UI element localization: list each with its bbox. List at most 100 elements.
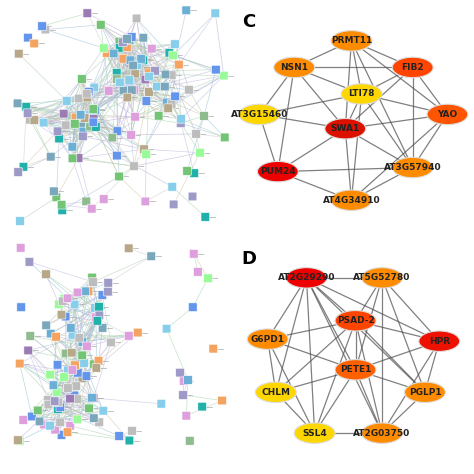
FancyBboxPatch shape (52, 193, 61, 201)
FancyBboxPatch shape (86, 122, 94, 131)
FancyBboxPatch shape (95, 311, 104, 320)
FancyBboxPatch shape (104, 87, 113, 95)
FancyBboxPatch shape (85, 404, 93, 413)
FancyBboxPatch shape (84, 87, 93, 96)
Text: LTI78: LTI78 (348, 90, 375, 99)
Text: AT2G29290: AT2G29290 (278, 273, 335, 283)
FancyBboxPatch shape (126, 56, 135, 64)
FancyBboxPatch shape (92, 364, 101, 372)
FancyBboxPatch shape (129, 61, 137, 70)
FancyBboxPatch shape (82, 342, 91, 351)
FancyBboxPatch shape (93, 317, 102, 325)
FancyBboxPatch shape (56, 418, 64, 427)
FancyBboxPatch shape (169, 200, 178, 209)
FancyBboxPatch shape (87, 204, 96, 213)
FancyBboxPatch shape (74, 154, 83, 163)
FancyBboxPatch shape (108, 133, 117, 142)
FancyBboxPatch shape (42, 270, 50, 279)
FancyBboxPatch shape (196, 148, 204, 157)
FancyBboxPatch shape (161, 70, 170, 79)
FancyBboxPatch shape (109, 49, 118, 58)
FancyBboxPatch shape (82, 197, 91, 206)
FancyBboxPatch shape (176, 368, 184, 377)
FancyBboxPatch shape (57, 201, 66, 209)
FancyBboxPatch shape (19, 416, 27, 424)
FancyBboxPatch shape (60, 373, 68, 382)
Text: AT3G15460: AT3G15460 (231, 110, 288, 119)
FancyBboxPatch shape (91, 123, 100, 131)
FancyBboxPatch shape (115, 37, 124, 46)
FancyBboxPatch shape (53, 127, 62, 136)
FancyBboxPatch shape (89, 278, 97, 286)
FancyBboxPatch shape (54, 405, 62, 413)
FancyBboxPatch shape (57, 430, 66, 439)
FancyBboxPatch shape (73, 368, 82, 377)
FancyBboxPatch shape (86, 111, 94, 119)
FancyBboxPatch shape (46, 370, 55, 379)
FancyBboxPatch shape (182, 411, 191, 420)
FancyBboxPatch shape (51, 425, 60, 434)
FancyBboxPatch shape (115, 172, 123, 181)
FancyBboxPatch shape (97, 20, 105, 29)
FancyBboxPatch shape (125, 36, 134, 45)
FancyBboxPatch shape (145, 69, 153, 78)
FancyBboxPatch shape (89, 394, 98, 402)
FancyBboxPatch shape (189, 303, 197, 311)
Text: PETE1: PETE1 (340, 365, 371, 374)
FancyBboxPatch shape (211, 9, 219, 18)
FancyBboxPatch shape (123, 93, 132, 102)
Text: PSAD-2: PSAD-2 (337, 316, 374, 325)
FancyBboxPatch shape (35, 417, 44, 426)
Ellipse shape (404, 382, 446, 402)
FancyBboxPatch shape (88, 273, 97, 282)
Ellipse shape (341, 84, 382, 104)
FancyBboxPatch shape (125, 77, 134, 86)
FancyBboxPatch shape (164, 104, 173, 112)
FancyBboxPatch shape (167, 100, 176, 109)
FancyBboxPatch shape (58, 206, 66, 215)
FancyBboxPatch shape (139, 33, 148, 42)
Ellipse shape (331, 190, 372, 210)
FancyBboxPatch shape (66, 324, 75, 332)
FancyBboxPatch shape (104, 279, 112, 287)
Text: NSN1: NSN1 (280, 63, 308, 72)
FancyBboxPatch shape (192, 129, 201, 138)
FancyBboxPatch shape (80, 359, 89, 367)
Text: AT2G03750: AT2G03750 (354, 428, 410, 438)
FancyBboxPatch shape (147, 44, 156, 53)
Ellipse shape (392, 157, 433, 178)
FancyBboxPatch shape (128, 86, 136, 94)
FancyBboxPatch shape (73, 395, 82, 403)
FancyBboxPatch shape (84, 287, 93, 295)
FancyBboxPatch shape (95, 302, 103, 311)
FancyBboxPatch shape (188, 192, 197, 201)
FancyBboxPatch shape (113, 127, 122, 136)
Ellipse shape (247, 329, 288, 349)
FancyBboxPatch shape (220, 133, 229, 142)
FancyBboxPatch shape (133, 61, 142, 69)
FancyBboxPatch shape (56, 403, 64, 411)
FancyBboxPatch shape (26, 115, 34, 124)
FancyBboxPatch shape (127, 130, 136, 139)
FancyBboxPatch shape (63, 294, 72, 303)
FancyBboxPatch shape (78, 75, 86, 83)
FancyBboxPatch shape (125, 76, 134, 84)
FancyBboxPatch shape (103, 287, 112, 296)
FancyBboxPatch shape (100, 195, 108, 203)
FancyBboxPatch shape (54, 398, 63, 407)
FancyBboxPatch shape (219, 71, 228, 80)
FancyBboxPatch shape (25, 257, 34, 266)
FancyBboxPatch shape (17, 303, 26, 311)
FancyBboxPatch shape (24, 33, 32, 42)
Ellipse shape (362, 423, 402, 443)
FancyBboxPatch shape (16, 217, 24, 225)
FancyBboxPatch shape (119, 86, 128, 95)
FancyBboxPatch shape (42, 321, 51, 330)
FancyBboxPatch shape (131, 112, 139, 121)
FancyBboxPatch shape (118, 38, 127, 46)
FancyBboxPatch shape (112, 75, 121, 83)
FancyBboxPatch shape (53, 388, 61, 396)
FancyBboxPatch shape (151, 66, 159, 75)
FancyBboxPatch shape (68, 330, 77, 339)
FancyBboxPatch shape (190, 169, 199, 178)
